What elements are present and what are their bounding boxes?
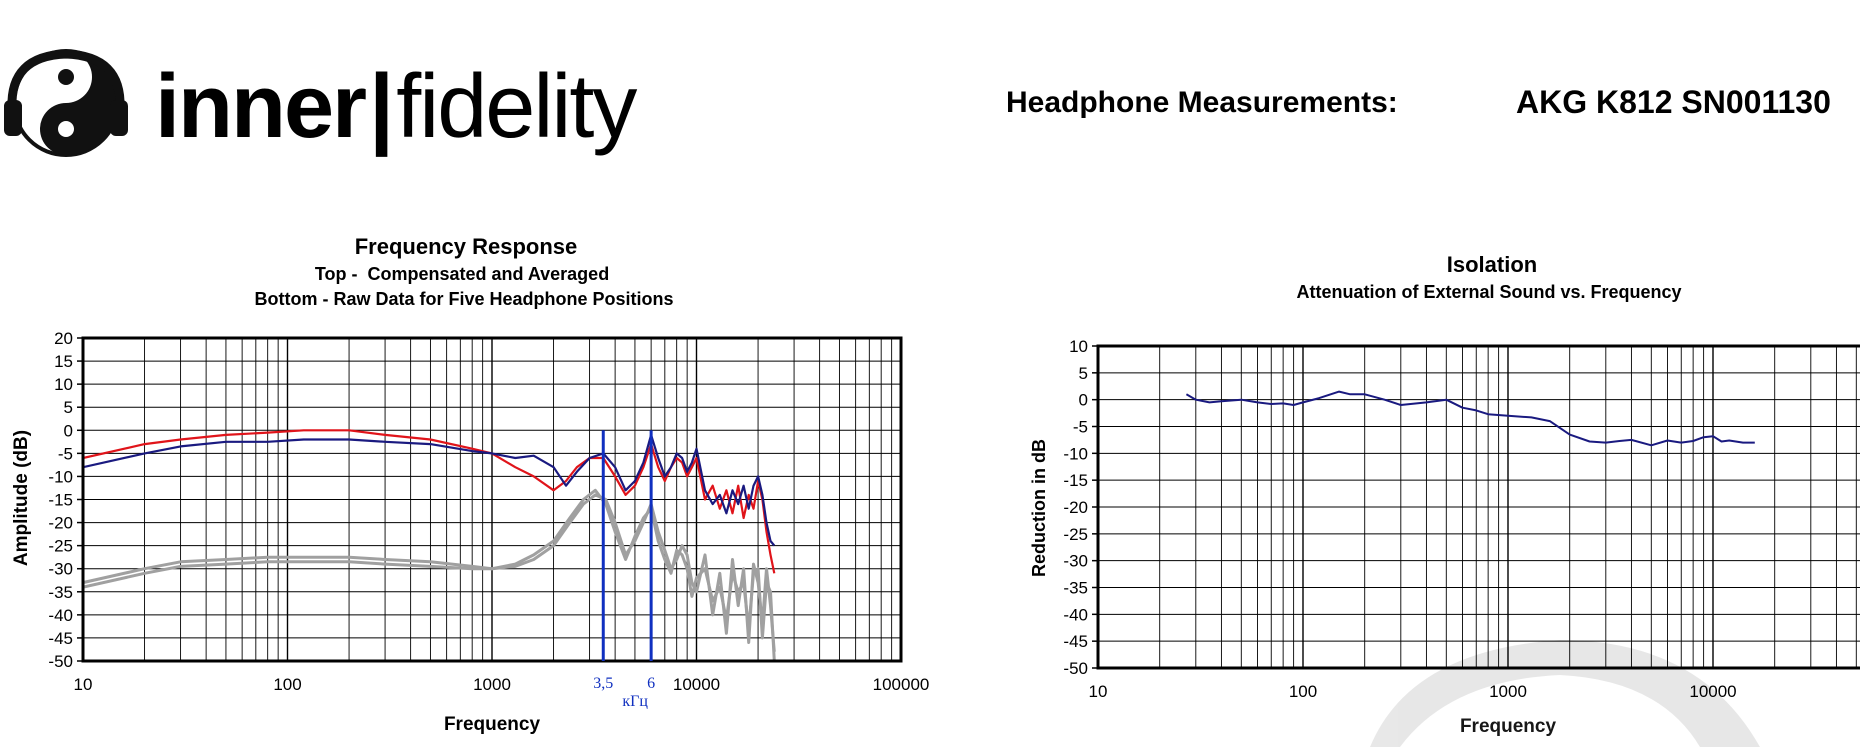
- iso-y-tick-label: -15: [1063, 471, 1088, 490]
- header-label: Headphone Measurements:: [1006, 86, 1398, 119]
- fr-series-raw-line: [83, 488, 776, 661]
- iso-subtitle: Attenuation of External Sound vs. Freque…: [1296, 282, 1681, 302]
- fr-y-tick-label: -5: [58, 444, 73, 463]
- iso-x-tick-label: 10: [1089, 682, 1108, 701]
- fr-y-tick-label: 15: [54, 352, 73, 371]
- fr-y-tick-label: 20: [54, 329, 73, 348]
- fr-y-tick-label: -20: [48, 514, 73, 533]
- fr-x-tick-label: 100000: [873, 675, 930, 694]
- fr-series-left-line: [83, 433, 776, 547]
- fr-marker-unit: кГц: [622, 693, 648, 710]
- fr-ylabel: Amplitude (dB): [11, 430, 32, 566]
- fr-plot-frame: [81, 336, 903, 663]
- iso-y-tick-label: -50: [1063, 659, 1088, 678]
- iso-y-tick-label: -5: [1073, 418, 1088, 437]
- iso-y-tick-label: 0: [1079, 391, 1088, 410]
- fr-xlabel: Frequency: [444, 714, 541, 735]
- iso-y-tick-label: -10: [1063, 444, 1088, 463]
- iso-series-isolation-line: [1185, 390, 1755, 447]
- iso-y-tick-label: -35: [1063, 579, 1088, 598]
- fr-x-tick-label: 10000: [673, 675, 720, 694]
- iso-y-tick-label: 10: [1069, 337, 1088, 356]
- iso-title: Isolation: [1447, 252, 1537, 277]
- fr-y-tick-label: -10: [48, 467, 73, 486]
- brand-logo: inner|fidelity: [0, 38, 637, 168]
- iso-y-tick-label: -20: [1063, 498, 1088, 517]
- brand-separator: |: [369, 57, 394, 157]
- fr-y-tick-label: -35: [48, 583, 73, 602]
- fr-marker-label: 6: [647, 675, 655, 692]
- iso-x-tick-label: 100: [1289, 682, 1317, 701]
- brand-name-light: fidelity: [396, 57, 637, 157]
- fr-x-tick-label: 10: [74, 675, 93, 694]
- fr-y-tick-label: -30: [48, 560, 73, 579]
- fr-subtitle-2: Bottom - Raw Data for Five Headphone Pos…: [254, 289, 673, 309]
- yin-yang-headphones-icon: [4, 49, 128, 157]
- fr-y-tick-label: -25: [48, 537, 73, 556]
- iso-y-tick-label: -45: [1063, 632, 1088, 651]
- iso-y-tick-label: 5: [1079, 364, 1088, 383]
- iso-plot-frame: [1096, 344, 1860, 670]
- fr-y-tick-label: -40: [48, 606, 73, 625]
- fr-y-tick-label: 0: [64, 421, 73, 440]
- iso-xlabel: Frequency: [1460, 716, 1557, 737]
- brand-wordmark: inner|fidelity: [155, 52, 637, 162]
- iso-ylabel: Reduction in dB: [1029, 439, 1049, 577]
- iso-y-tick-label: -25: [1063, 525, 1088, 544]
- iso-y-tick-label: -30: [1063, 552, 1088, 571]
- iso-y-tick-label: -40: [1063, 605, 1088, 624]
- header-model: AKG K812 SN001130: [1516, 84, 1831, 120]
- fr-series-right-line: [83, 429, 776, 574]
- fr-x-tick-label: 100: [273, 675, 301, 694]
- fr-marker-label: 3,5: [593, 675, 613, 692]
- fr-subtitle-1: Top - Compensated and Averaged: [315, 264, 609, 284]
- fr-x-tick-label: 1000: [473, 675, 511, 694]
- fr-y-tick-label: -45: [48, 629, 73, 648]
- fr-y-tick-label: 10: [54, 375, 73, 394]
- fr-y-tick-label: -15: [48, 491, 73, 510]
- fr-title: Frequency Response: [355, 234, 578, 259]
- iso-x-tick-label: 1000: [1489, 682, 1527, 701]
- fr-y-tick-label: 5: [64, 398, 73, 417]
- fr-y-tick-label: -50: [48, 652, 73, 671]
- iso-x-tick-label: 10000: [1689, 682, 1736, 701]
- brand-name-bold: inner: [155, 57, 367, 157]
